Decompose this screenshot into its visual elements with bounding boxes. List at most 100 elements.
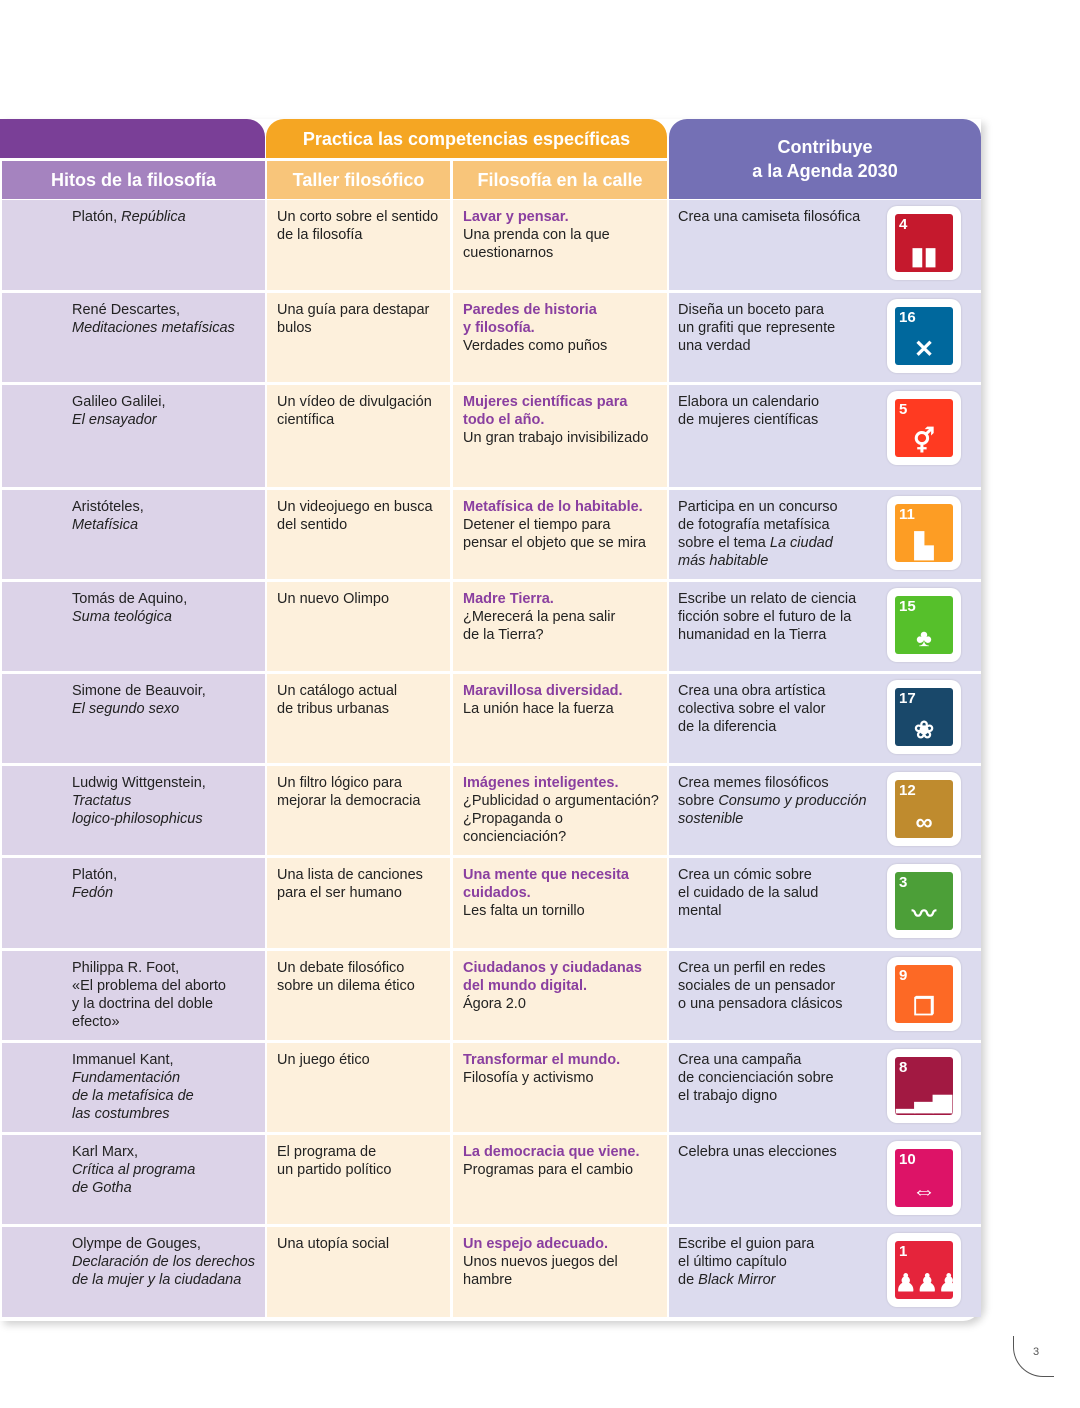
agenda-cell: Escribe el guion para el último capítulo… (669, 1227, 981, 1317)
hito-cell: René Descartes, Meditaciones metafísicas (2, 293, 265, 382)
heartbeat-icon: 〰 (912, 901, 936, 928)
calle-cell: Maravillosa diversidad. La unión hace la… (453, 674, 667, 763)
calle-cell: Madre Tierra. ¿Merecerá la pena salir de… (453, 582, 667, 671)
hito-cell: Platón, República (2, 200, 265, 290)
sdg-number: 10 (899, 1151, 916, 1168)
calle-text: Unos nuevos juegos del hambre (463, 1254, 618, 1288)
sdg-number: 8 (899, 1059, 908, 1076)
tree-icon: ♣ (916, 625, 932, 652)
sdg-badge: 10 ⇔ (887, 1141, 961, 1215)
book-icon: ▮▮ (910, 243, 938, 270)
hito-author: Ludwig Wittgenstein, (72, 775, 206, 791)
agenda-cell: Escribe un relato de ciencia ficción sob… (669, 582, 981, 671)
calle-text: ¿Publicidad o argumentación? ¿Propaganda… (463, 793, 659, 845)
hito-author: Karl Marx, (72, 1144, 139, 1160)
sdg-badge: 8 ▁▃▅ (887, 1049, 961, 1123)
agenda-cell: Crea un cómic sobre el cuidado de la sal… (669, 858, 981, 948)
table-row: Immanuel Kant, Fundamentación de la meta… (0, 1043, 981, 1135)
calle-text: Verdades como puños (463, 338, 608, 354)
hito-cell: Galileo Galilei, El ensayador (2, 385, 265, 487)
sdg-number: 12 (899, 782, 916, 799)
flower-icon: ❀ (913, 717, 935, 744)
sdg-number: 15 (899, 598, 916, 615)
table-row: Platón, Fedón Una lista de canciones par… (0, 858, 981, 951)
calle-cell: Mujeres científicas para todo el año. Un… (453, 385, 667, 487)
calle-cell: Transformar el mundo. Filosofía y activi… (453, 1043, 667, 1132)
calle-text: Una prenda con la que cuestionarnos (463, 227, 610, 261)
taller-cell: Una guía para destapar bulos (267, 293, 450, 382)
taller-cell: Una utopía social (267, 1227, 450, 1317)
taller-cell: Una lista de canciones para el ser human… (267, 858, 450, 948)
hito-work: Metafísica (72, 517, 139, 533)
taller-cell: Un filtro lógico para mejorar la democra… (267, 766, 450, 855)
header-practice: Practica las competencias específicas (266, 119, 667, 158)
col-header-calle: Filosofía en la calle (453, 161, 667, 199)
calle-title: Imágenes inteligentes. (463, 775, 619, 791)
taller-cell: Un debate filosófico sobre un dilema éti… (267, 951, 450, 1040)
hito-cell: Karl Marx, Crítica al programa de Gotha (2, 1135, 265, 1224)
hito-author: Platón, (72, 209, 122, 225)
cubes-icon: ❒ (913, 994, 935, 1021)
header-band-hitos (0, 119, 265, 158)
table-row: Aristóteles, Metafísica Un videojuego en… (0, 490, 981, 582)
sdg-badge: 1 ♟♟♟ (887, 1233, 961, 1307)
agenda-text: Celebra unas elecciones (678, 1144, 837, 1160)
calle-title: Madre Tierra. (463, 591, 554, 607)
calle-text: ¿Merecerá la pena salir de la Tierra? (463, 609, 616, 643)
hito-author: Aristóteles, (72, 499, 144, 515)
sdg-number: 17 (899, 690, 916, 707)
hito-work: Meditaciones metafísicas (72, 320, 235, 336)
table-row: René Descartes, Meditaciones metafísicas… (0, 293, 981, 385)
calle-text: Un gran trabajo invisibilizado (463, 430, 649, 446)
taller-cell: Un vídeo de divulgación científica (267, 385, 450, 487)
agenda-cell: Elabora un calendario de mujeres científ… (669, 385, 981, 487)
calle-title: Maravillosa diversidad. (463, 683, 623, 699)
agenda-text: Crea un perfil en redes sociales de un p… (678, 960, 843, 1012)
calle-text: Programas para el cambio (463, 1162, 634, 1178)
agenda-text: Escribe el guion para el último capítulo… (678, 1236, 815, 1288)
hito-work: El ensayador (72, 412, 157, 428)
sdg-badge: 9 ❒ (887, 957, 961, 1031)
page-number: 3 (1033, 1346, 1040, 1358)
gender-icon: ⚥ (913, 428, 935, 455)
philosophy-table: Practica las competencias específicas Co… (0, 119, 981, 1321)
hito-work: Suma teológica (72, 609, 172, 625)
calle-title: Transformar el mundo. (463, 1052, 621, 1068)
hito-work: Tractatus logico-philosophicus (72, 793, 203, 827)
taller-cell: Un catálogo actual de tribus urbanas (267, 674, 450, 763)
city-icon: ▙ (914, 533, 934, 560)
col-header-taller: Taller filosófico (267, 161, 450, 199)
hito-author: Simone de Beauvoir, (72, 683, 206, 699)
table-row: Philippa R. Foot, «El problema del abort… (0, 951, 981, 1043)
agenda-cell: Participa en un concurso de fotografía m… (669, 490, 981, 579)
calle-cell: Una mente que necesita cuidados. Les fal… (453, 858, 667, 948)
agenda-text: Crea un cómic sobre el cuidado de la sal… (678, 867, 819, 919)
taller-cell: Un videojuego en busca del sentido (267, 490, 450, 579)
agenda-cell: Crea memes filosóficos sobre Consumo y p… (669, 766, 981, 855)
agenda-text: Crea una camiseta filosófica (678, 209, 861, 225)
calle-cell: Paredes de historia y filosofía. Verdade… (453, 293, 667, 382)
calle-text: La unión hace la fuerza (463, 701, 614, 717)
calle-title: Paredes de historia y filosofía. (463, 302, 597, 336)
hito-work: Fedón (72, 885, 114, 901)
agenda-italic: Consumo y producción sostenible (678, 793, 867, 827)
calle-cell: Ciudadanos y ciudadanas del mundo digita… (453, 951, 667, 1040)
col-header-hitos: Hitos de la filosofía (2, 161, 265, 199)
agenda-text: Diseña un boceto para un grafiti que rep… (678, 302, 836, 354)
agenda-text: Crea una campaña de concienciación sobre… (678, 1052, 834, 1104)
header-agenda: Contribuye a la Agenda 2030 (669, 119, 981, 199)
calle-title: Ciudadanos y ciudadanas del mundo digita… (463, 960, 642, 994)
agenda-text: Crea una obra artística colectiva sobre … (678, 683, 826, 735)
hito-author: Platón, (72, 867, 118, 883)
table-row: Ludwig Wittgenstein, Tractatus logico-ph… (0, 766, 981, 858)
sdg-badge: 3 〰 (887, 864, 961, 938)
agenda-text: Participa en un concurso de fotografía m… (678, 499, 838, 551)
hito-author: Galileo Galilei, (72, 394, 166, 410)
agenda-cell: Diseña un boceto para un grafiti que rep… (669, 293, 981, 382)
hito-author: René Descartes, (72, 302, 180, 318)
hito-work: Fundamentación de la metafísica de las c… (72, 1070, 194, 1122)
table-row: Platón, República Un corto sobre el sent… (0, 200, 981, 293)
taller-cell: El programa de un partido político (267, 1135, 450, 1224)
infinity-icon: ∞ (915, 809, 933, 836)
taller-cell: Un corto sobre el sentido de la filosofí… (267, 200, 450, 290)
